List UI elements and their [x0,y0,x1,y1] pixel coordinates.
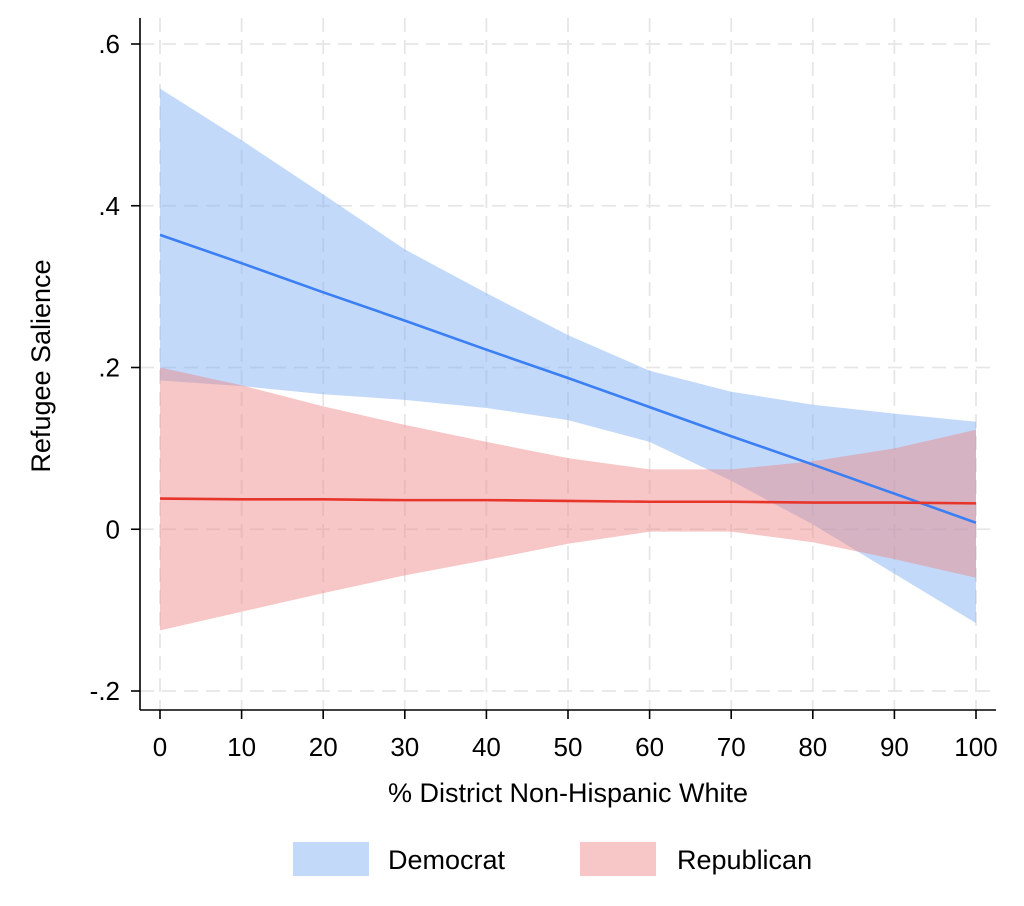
y-ticks: -.2 0 .2 .4 .6 [90,29,140,706]
y-tick-label: .4 [98,191,120,221]
republican-confidence-band [160,367,976,631]
x-tick-label: 40 [472,732,501,762]
republican-legend-label: Republican [677,845,812,875]
gridlines [140,18,996,710]
republican-legend-swatch [580,842,656,876]
x-tick-label: 60 [635,732,664,762]
x-tick-label: 30 [390,732,419,762]
democrat-fit-line [159,233,977,525]
democrat-legend-swatch [293,842,369,876]
y-tick-label: .6 [98,29,120,59]
democrat-confidence-band [160,88,976,624]
x-tick-label: 10 [227,732,256,762]
x-tick-label: 0 [153,732,167,762]
y-tick-label: -.2 [90,676,120,706]
democrat-legend-label: Democrat [388,845,506,875]
x-tick-label: 80 [798,732,827,762]
x-axis-title: % District Non-Hispanic White [388,778,748,808]
x-tick-label: 20 [309,732,338,762]
x-tick-label: 50 [554,732,583,762]
y-tick-label: 0 [106,514,120,544]
republican-fit-line [159,497,977,505]
fit-lines [159,233,977,525]
confidence-bands [160,88,976,631]
x-tick-label: 70 [717,732,746,762]
x-tick-label: 100 [954,732,997,762]
x-tick-label: 90 [880,732,909,762]
y-tick-label: .2 [98,353,120,383]
legend: Democrat Republican [293,842,812,876]
x-ticks: 0 10 20 30 40 50 60 70 80 90 100 [153,710,998,762]
y-axis-title: Refugee Salience [26,259,56,472]
